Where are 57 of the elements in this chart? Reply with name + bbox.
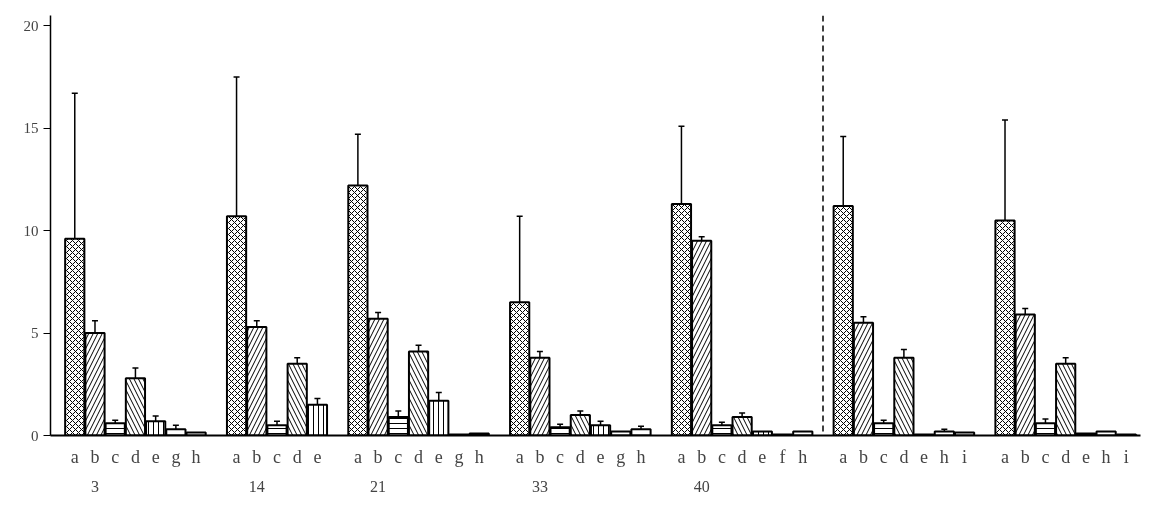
x-tick-label: h: [191, 446, 201, 467]
x-tick-label: g: [454, 446, 464, 467]
x-tick-label: b: [373, 446, 383, 467]
y-tick-label: 10: [23, 222, 39, 239]
x-tick-label: e: [1081, 446, 1090, 467]
x-tick-label: c: [556, 446, 565, 467]
x-tick-label: a: [232, 446, 241, 467]
x-tick-label: i: [962, 446, 968, 467]
x-tick-label: b: [252, 446, 262, 467]
x-tick-label: h: [636, 446, 646, 467]
x-tick-label: d: [414, 446, 424, 467]
text: 14: [248, 477, 265, 495]
x-tick-label: c: [717, 446, 726, 467]
x-tick-label: a: [839, 446, 848, 467]
x-tick-label: h: [474, 446, 484, 467]
x-tick-label: c: [111, 446, 120, 467]
x-tick-label: g: [616, 446, 626, 467]
x-tick-label: f: [779, 446, 786, 467]
x-tick-label: c: [273, 446, 281, 467]
x-tick-label: a: [515, 446, 524, 467]
x-tick-label: d: [575, 446, 585, 467]
y-tick-label: 0: [31, 427, 39, 444]
x-tick-label: h: [798, 446, 808, 467]
x-tick-label: c: [879, 446, 888, 467]
x-tick-label: b: [535, 446, 545, 467]
x-tick-label: d: [130, 446, 140, 467]
x-tick-label: e: [313, 446, 322, 467]
x-tick-label: b: [90, 446, 100, 467]
x-tick-label: i: [1123, 446, 1129, 467]
x-tick-label: d: [292, 446, 302, 467]
x-tick-label: e: [596, 446, 605, 467]
y-tick-label: 20: [23, 17, 39, 34]
text: 21: [370, 477, 387, 495]
x-tick-label: a: [1001, 446, 1010, 467]
text: 3: [90, 477, 99, 495]
x-tick-label: e: [151, 446, 160, 467]
x-tick-label: a: [677, 446, 686, 467]
x-tick-label: e: [758, 446, 767, 467]
x-tick-label: e: [434, 446, 443, 467]
x-tick-label: g: [171, 446, 181, 467]
x-tick-label: b: [697, 446, 707, 467]
x-tick-label: a: [353, 446, 362, 467]
x-tick-label: c: [394, 446, 403, 467]
text: 40: [693, 477, 710, 495]
x-tick-label: b: [858, 446, 868, 467]
y-tick-label: 15: [23, 120, 39, 137]
x-tick-label: c: [1041, 446, 1050, 467]
x-tick-label: d: [1061, 446, 1071, 467]
x-tick-label: a: [70, 446, 79, 467]
x-tick-label: h: [1101, 446, 1111, 467]
text: 33: [531, 477, 548, 495]
x-tick-label: d: [899, 446, 909, 467]
x-tick-label: e: [920, 446, 929, 467]
x-tick-label: h: [939, 446, 949, 467]
x-tick-label: d: [737, 446, 747, 467]
y-tick-label: 5: [31, 325, 39, 342]
x-tick-label: b: [1020, 446, 1030, 467]
